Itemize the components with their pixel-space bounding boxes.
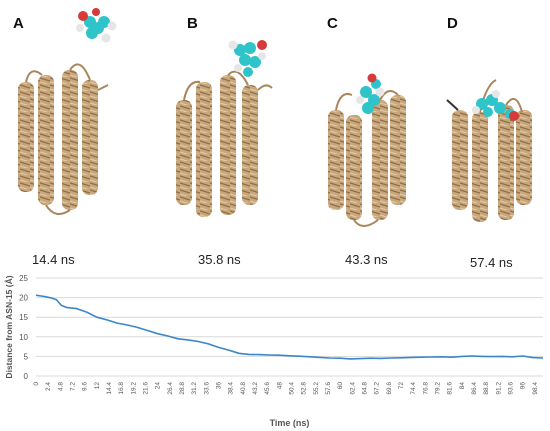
x-tick-label: 57.6 (325, 382, 332, 395)
x-tick-label: 21.6 (143, 382, 150, 395)
x-tick-label: 60 (337, 382, 344, 390)
x-tick-label: 48 (276, 382, 283, 390)
x-tick-label: 52.8 (301, 382, 308, 395)
time-label-c: 43.3 ns (345, 252, 388, 267)
x-tick-label: 91.2 (495, 382, 502, 395)
x-axis-label: Time (ns) (270, 418, 310, 428)
x-tick-label: 74.4 (410, 382, 417, 395)
x-tick-label: 43.2 (252, 382, 259, 395)
x-tick-label: 81.6 (447, 382, 454, 395)
distance-series-line (35, 294, 544, 360)
x-tick-label: 79.2 (435, 382, 442, 395)
y-tick-label: 0 (24, 372, 29, 381)
x-tick-label: 55.2 (313, 382, 320, 395)
x-tick-label: 45.6 (264, 382, 271, 395)
x-tick-label: 2.4 (45, 382, 52, 391)
x-tick-label: 88.8 (483, 382, 490, 395)
y-tick-label: 15 (19, 313, 28, 322)
x-tick-label: 96 (520, 382, 527, 390)
y-tick-label: 20 (19, 294, 28, 303)
protein-structures (18, 8, 532, 227)
x-tick-label: 69.6 (386, 382, 393, 395)
x-tick-label: 50.4 (289, 382, 296, 395)
ligand-c (356, 73, 385, 114)
ligand-a (76, 8, 117, 43)
x-tick-label: 4.8 (57, 382, 64, 391)
distance-chart: 0 5 10 15 20 25 0 2.4 4.8 7.2 9.6 12 14.4 16.8 19.2 21.… (4, 274, 544, 428)
x-tick-label: 62.4 (349, 382, 356, 395)
protein-structure-c (328, 90, 406, 227)
protein-structure-d (446, 79, 532, 222)
x-tick-label: 36 (216, 382, 223, 390)
x-tick-label: 40.8 (240, 382, 247, 395)
x-tick-label: 31.2 (191, 382, 198, 395)
x-tick-label: 98.4 (532, 382, 539, 395)
x-tick-label: 28.8 (179, 382, 186, 395)
protein-structure-a (18, 63, 109, 215)
x-tick-label: 14.4 (106, 382, 113, 395)
x-tick-label: 16.8 (118, 382, 125, 395)
ligand-b (228, 40, 267, 77)
x-tick-label: 86.4 (471, 382, 478, 395)
panel-letter-d: D (447, 15, 458, 32)
panel-letter-c: C (327, 15, 338, 32)
protein-structure-b (176, 70, 273, 217)
x-tick-label: 72 (398, 382, 405, 390)
x-tick-label: 12 (94, 382, 101, 390)
time-label-a: 14.4 ns (32, 252, 75, 267)
x-tick-label: 19.2 (130, 382, 137, 395)
x-tick-label: 76.8 (422, 382, 429, 395)
x-tick-label: 7.2 (70, 382, 77, 391)
x-tick-label: 67.2 (374, 382, 381, 395)
x-tick-label: 9.6 (82, 382, 89, 391)
panel-letter-a: A (13, 15, 24, 32)
x-tick-label: 0 (33, 382, 40, 386)
x-tick-label: 38.4 (228, 382, 235, 395)
x-tick-label: 93.6 (508, 382, 515, 395)
time-label-b: 35.8 ns (198, 252, 241, 267)
ligand-d (472, 90, 519, 121)
y-tick-label: 5 (24, 352, 29, 361)
x-tick-label: 24 (155, 382, 162, 390)
y-tick-label: 10 (19, 333, 28, 342)
x-tick-label: 26.4 (167, 382, 174, 395)
time-label-d: 57.4 ns (470, 255, 513, 270)
x-tick-label: 64.8 (362, 382, 369, 395)
x-tick-label: 84 (459, 382, 466, 390)
x-tick-label: 33.6 (203, 382, 210, 395)
panel-letter-b: B (187, 15, 198, 32)
y-axis-label: Distance from ASN-15 (Å) (4, 275, 14, 378)
y-tick-label: 25 (19, 274, 28, 283)
